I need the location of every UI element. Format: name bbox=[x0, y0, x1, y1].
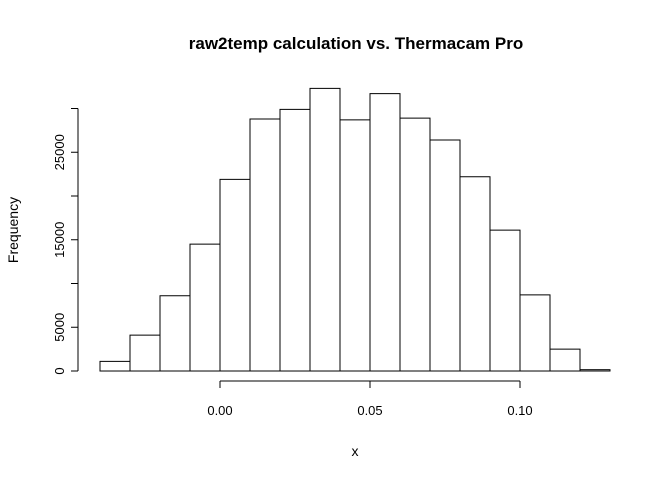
histogram-bar bbox=[579, 369, 611, 372]
y-tick-label: 15000 bbox=[52, 222, 67, 258]
y-tick-label: 25000 bbox=[52, 134, 67, 170]
x-tick-label: 0.00 bbox=[207, 403, 232, 418]
histogram-bar bbox=[279, 108, 311, 372]
bars-group bbox=[99, 87, 611, 372]
histogram-bar bbox=[549, 348, 581, 372]
histogram-bar bbox=[219, 178, 251, 372]
histogram-bar bbox=[249, 118, 281, 372]
x-axis-label: x bbox=[352, 443, 359, 459]
histogram-bar bbox=[159, 295, 191, 372]
histogram-bar bbox=[309, 87, 341, 372]
x-tick-label: 0.10 bbox=[507, 403, 532, 418]
y-tick-label: 5000 bbox=[52, 313, 67, 342]
y-axis: 0 5000 15000 25000 bbox=[52, 108, 79, 375]
histogram-bar bbox=[99, 360, 131, 372]
histogram-bar bbox=[189, 243, 221, 372]
y-axis-label: Frequency bbox=[5, 197, 21, 263]
histogram-bar bbox=[489, 229, 521, 372]
y-tick-label: 0 bbox=[52, 367, 67, 374]
x-tick-label: 0.05 bbox=[357, 403, 382, 418]
chart-title: raw2temp calculation vs. Thermacam Pro bbox=[189, 34, 523, 53]
histogram-bar bbox=[369, 93, 401, 372]
histogram-bar bbox=[339, 119, 371, 372]
x-axis: 0.00 0.05 0.10 bbox=[207, 380, 533, 418]
histogram-bar bbox=[429, 139, 461, 372]
histogram-bar bbox=[399, 117, 431, 372]
histogram-bar bbox=[129, 334, 161, 372]
histogram-bar bbox=[519, 294, 551, 372]
histogram-bar bbox=[459, 176, 491, 372]
